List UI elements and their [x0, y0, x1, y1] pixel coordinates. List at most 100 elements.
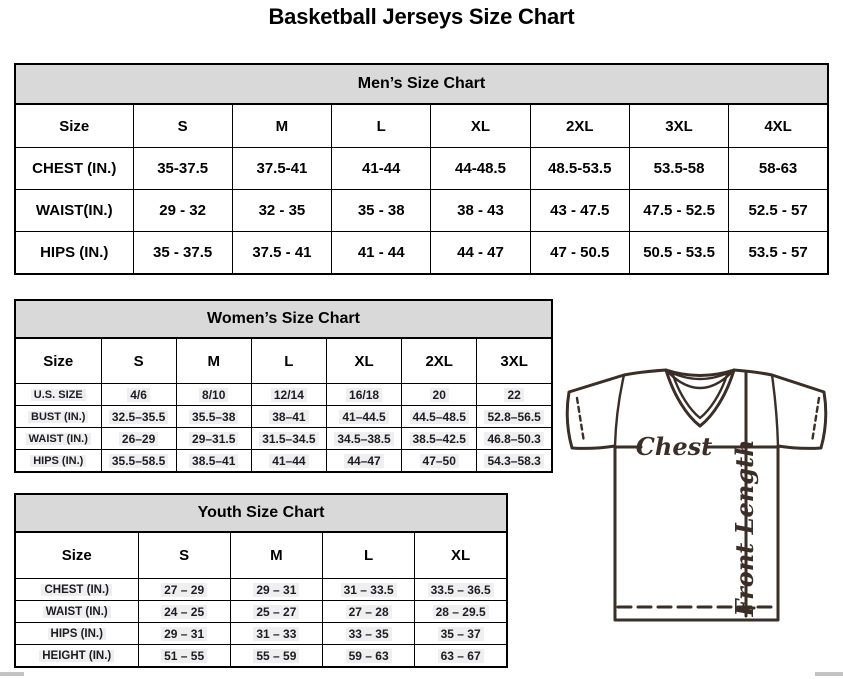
womens-cell: 44–47	[325, 449, 403, 473]
mens-row-label: CHEST (IN.)	[14, 147, 134, 190]
mens-column-header: S	[132, 103, 233, 148]
womens-cell-value: 38.5–41	[189, 453, 239, 468]
womens-cell: 26–29	[100, 427, 177, 450]
mens-table-row: WAIST(IN.) 29 - 32 32 - 35 35 - 38 38 - 43 43…	[14, 189, 829, 232]
jersey-right-cuff-dashes	[810, 396, 821, 444]
womens-row-label: BUST (IN.)	[14, 405, 102, 428]
womens-cell: 32.5–35.5	[100, 405, 177, 428]
youth-cell-value: 28 – 29.5	[432, 604, 489, 619]
womens-cell: 44.5–48.5	[401, 405, 478, 428]
womens-row-label-text: WAIST (IN.)	[25, 432, 91, 445]
womens-cell-value: 38–41	[269, 409, 309, 424]
womens-cell-value: 32.5–35.5	[108, 409, 169, 424]
mens-cell: 44 - 47	[430, 231, 531, 275]
youth-cell-value: 27 – 28	[345, 604, 392, 619]
youth-column-header: M	[229, 531, 324, 579]
womens-cell: 47–50	[401, 449, 478, 473]
youth-cell: 27 – 28	[321, 600, 416, 623]
mens-cell: 53.5-58	[628, 147, 730, 190]
jersey-right-seam	[770, 373, 780, 448]
mens-column-header: M	[231, 103, 333, 148]
womens-column-header: L	[250, 337, 327, 384]
womens-cell-value: 22	[504, 387, 524, 402]
mens-cell-value: 38 - 43	[457, 202, 504, 219]
mens-cell: 41-44	[331, 147, 432, 190]
mens-cell-value: 35-37.5	[157, 160, 209, 177]
youth-cell: 31 – 33	[229, 622, 324, 645]
mens-cell-value: 44-48.5	[455, 160, 506, 177]
mens-cell-value: 32 - 35	[258, 202, 306, 219]
mens-cell: 32 - 35	[231, 189, 333, 232]
mens-cell: 43 - 47.5	[529, 189, 630, 232]
womens-row-label-text: U.S. SIZE	[30, 388, 86, 401]
womens-cell-value: 41–44	[269, 453, 309, 468]
youth-cell-value: 59 – 63	[345, 648, 392, 663]
youth-row-label: HIPS (IN.)	[14, 622, 139, 645]
youth-column-header: Size	[14, 531, 139, 579]
womens-table-row: U.S. SIZE 4/6 8/10 12/14 16/18 20 22	[14, 383, 553, 406]
womens-cell-value: 34.5–38.5	[334, 431, 394, 446]
youth-cell: 63 – 67	[414, 644, 508, 668]
mens-cell-value: 44 - 47	[457, 244, 504, 261]
jersey-outline	[565, 368, 828, 622]
womens-column-header: M	[175, 337, 252, 384]
youth-column-header: S	[137, 531, 231, 579]
womens-table-row: WAIST (IN.) 26–29 29–31.5 31.5–34.5 34.5–38.…	[14, 427, 553, 450]
womens-column-header: XL	[325, 337, 403, 384]
youth-cell-value: 29 – 31	[161, 626, 208, 641]
womens-table-row: BUST (IN.) 32.5–35.5 35.5–38 38–41 41–44.5 44…	[14, 405, 553, 428]
youth-cell-value: 33 – 35	[345, 626, 392, 641]
mens-row-label: WAIST(IN.)	[14, 189, 134, 232]
youth-cell-value: 33.5 – 36.5	[427, 582, 494, 597]
mens-cell-value: 53.5 - 57	[748, 244, 808, 261]
youth-table-row: WAIST (IN.) 24 – 25 25 – 27 27 – 28 28 – 29.…	[14, 600, 508, 623]
womens-table-title-row: Women’s Size Chart	[14, 299, 553, 339]
womens-cell-value: 52.8–56.5	[484, 409, 544, 424]
mens-cell-value: 37.5 - 41	[252, 244, 312, 261]
mens-cell-value: 58-63	[758, 160, 798, 177]
youth-column-header: L	[321, 531, 416, 579]
youth-table-row: HIPS (IN.) 29 – 31 31 – 33 33 – 35 35 – 37	[14, 622, 508, 645]
youth-cell: 59 – 63	[321, 644, 416, 668]
womens-column-header: Size	[14, 337, 102, 384]
womens-cell: 38.5–42.5	[401, 427, 478, 450]
mens-cell-value: 52.5 - 57	[748, 202, 808, 219]
womens-column-header: 3XL	[476, 337, 553, 384]
horizontal-scrollbar-fragment-left[interactable]	[0, 672, 24, 676]
mens-cell: 47.5 - 52.5	[628, 189, 730, 232]
front-length-label: Front Length	[730, 439, 759, 617]
horizontal-scrollbar-fragment-right[interactable]	[815, 672, 843, 676]
jersey-vneck-inner	[670, 370, 730, 420]
womens-cell: 41–44.5	[325, 405, 403, 428]
mens-size-chart-table: Men’s Size Chart Size S M L XL 2XL 3XL 4XL CHEST …	[14, 63, 829, 275]
youth-cell: 55 – 59	[229, 644, 324, 668]
mens-table-row: CHEST (IN.) 35-37.5 37.5-41 41-44 44-48.5 48.…	[14, 147, 829, 190]
womens-cell: 31.5–34.5	[250, 427, 327, 450]
jersey-measurement-diagram: Chest Front Length	[565, 368, 828, 622]
youth-cell: 33.5 – 36.5	[414, 578, 508, 601]
chest-label: Chest	[636, 432, 712, 461]
mens-row-label: HIPS (IN.)	[14, 231, 134, 275]
youth-cell: 24 – 25	[137, 600, 231, 623]
youth-row-label: WAIST (IN.)	[14, 600, 139, 623]
youth-row-label: HEIGHT (IN.)	[14, 644, 139, 668]
youth-cell: 27 – 29	[137, 578, 231, 601]
mens-cell: 35 - 37.5	[132, 231, 233, 275]
womens-size-chart-table: Women’s Size Chart Size S M L XL 2XL 3XL U.S. SI…	[14, 299, 553, 473]
mens-cell: 58-63	[728, 147, 829, 190]
womens-table-header-row: Size S M L XL 2XL 3XL	[14, 337, 553, 384]
womens-cell: 16/18	[325, 383, 403, 406]
womens-cell-value: 31.5–34.5	[259, 431, 319, 446]
womens-cell: 35.5–58.5	[100, 449, 177, 473]
youth-row-label-text: HIPS (IN.)	[47, 627, 106, 640]
womens-row-label-text: HIPS (IN.)	[30, 454, 87, 467]
youth-size-chart-table: Youth Size Chart Size S M L XL CHEST (IN.) 27 –…	[14, 493, 508, 668]
youth-cell: 35 – 37	[414, 622, 508, 645]
womens-table-row: HIPS (IN.) 35.5–58.5 38.5–41 41–44 44–47 47–5…	[14, 449, 553, 473]
mens-column-header: 4XL	[728, 103, 829, 148]
mens-column-header: Size	[14, 103, 134, 148]
womens-cell-value: 12/14	[270, 387, 307, 402]
womens-cell-value: 38.5–42.5	[409, 431, 469, 446]
youth-cell-value: 35 – 37	[437, 626, 484, 641]
youth-column-header: XL	[414, 531, 508, 579]
